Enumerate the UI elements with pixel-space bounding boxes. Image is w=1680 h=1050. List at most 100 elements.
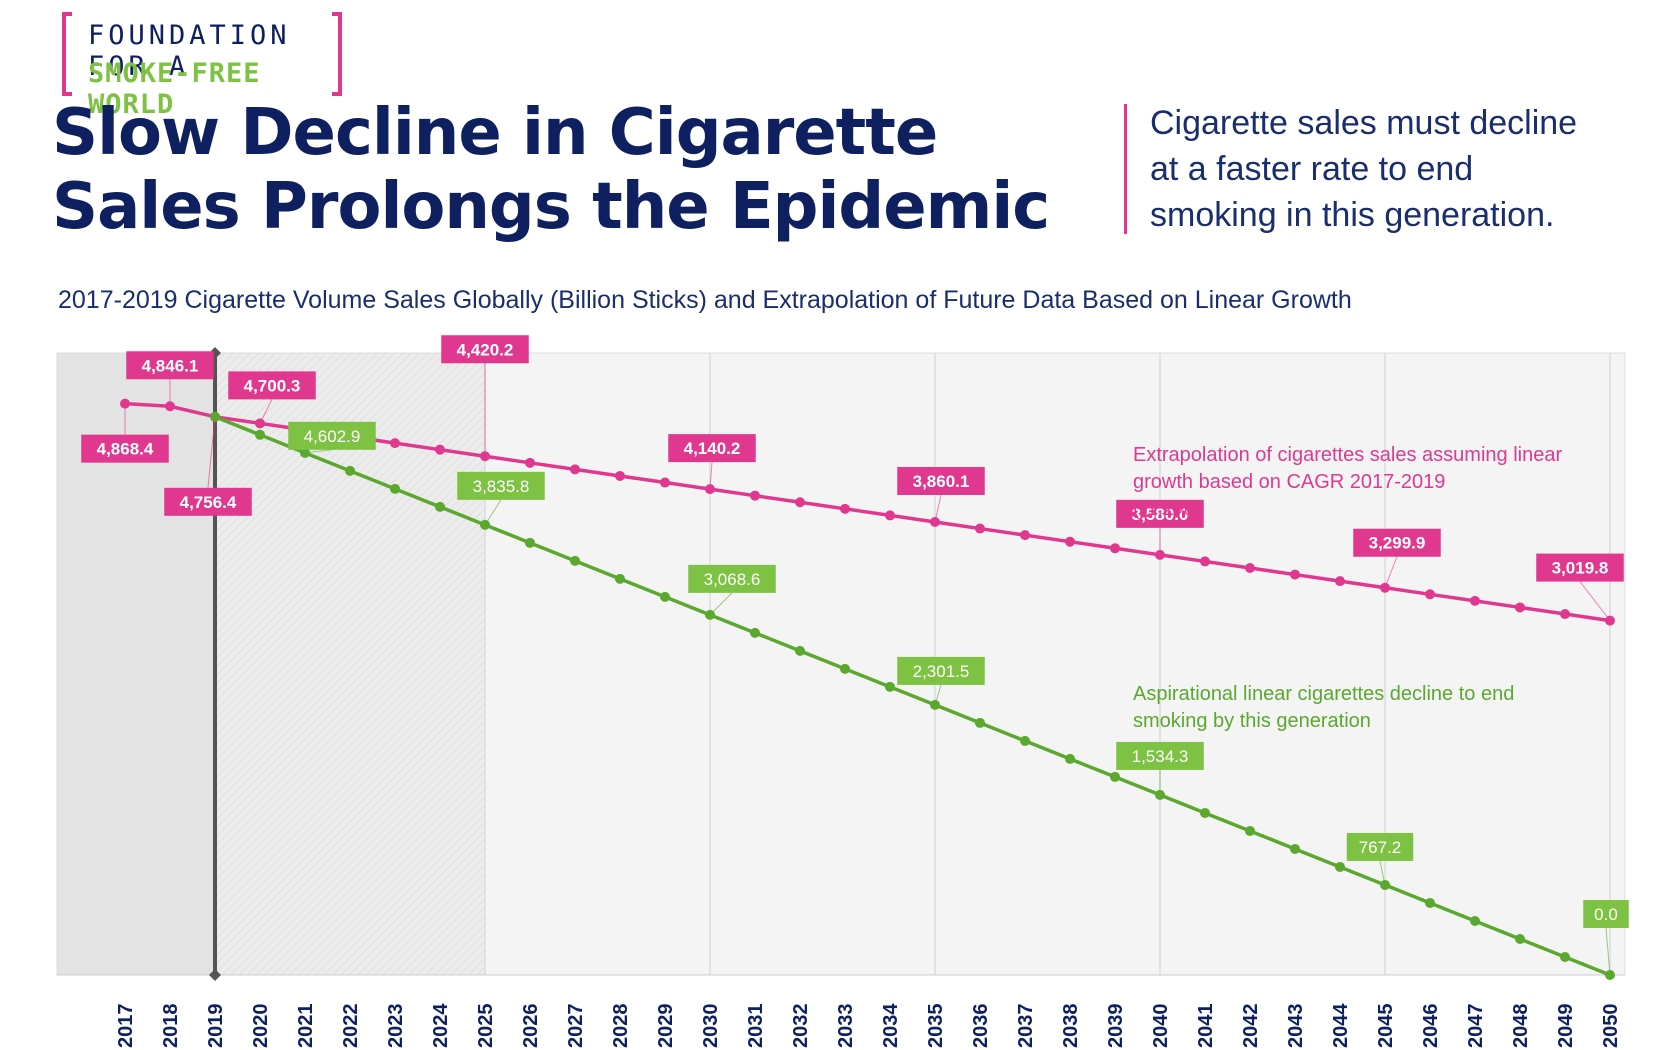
side-note: Cigarette sales must decline at a faster… [1150, 100, 1670, 238]
page-title-line1: Slow Decline in Cigarette [52, 96, 938, 170]
data-point-1-2036 [975, 717, 985, 728]
series-line-1 [214, 415, 1611, 977]
data-label-leader [709, 462, 713, 490]
data-point-1-2027 [570, 555, 580, 566]
x-tick-label: 2040 [1150, 1004, 1172, 1049]
x-tick-label: 2027 [565, 1004, 587, 1049]
brand-name-line1: FOUNDATION FOR A [88, 20, 291, 82]
data-point-1-2033 [840, 663, 850, 674]
data-label: 1,534.3 [1132, 747, 1189, 766]
x-tick-label: 2019 [205, 1004, 227, 1049]
data-label: 4,756.4 [180, 493, 237, 512]
series-annotation-line: smoking by this generation [1133, 710, 1371, 732]
data-label: 4,846.1 [142, 356, 199, 375]
data-point-1-2042 [1245, 825, 1255, 836]
x-tick-label: 2036 [970, 1004, 992, 1049]
brand-logo: FOUNDATION FOR A SMOKE-FREE WORLD [62, 12, 342, 120]
series-annotation-line: growth based on CAGR 2017-2019 [1133, 471, 1445, 493]
data-point-0-2029 [660, 477, 670, 488]
data-point-1-2031 [750, 627, 760, 638]
data-label-box [228, 371, 316, 400]
data-point-1-2047 [1470, 915, 1480, 926]
x-tick-label: 2048 [1510, 1004, 1532, 1049]
x-tick-label: 2017 [115, 1004, 137, 1049]
data-label-leader [1379, 860, 1386, 886]
data-label-leader [709, 592, 733, 616]
data-point-0-2028 [615, 470, 625, 481]
data-label-leader [1605, 927, 1611, 976]
data-point-0-2037 [1020, 530, 1030, 541]
data-label-box [688, 564, 776, 593]
data-label: 3,068.6 [704, 570, 761, 589]
x-tick-label: 2034 [880, 1003, 902, 1048]
data-point-0-2033 [840, 503, 850, 514]
brand-name-line2: SMOKE-FREE WORLD [88, 58, 261, 120]
side-note-divider [1124, 104, 1127, 234]
data-label: 4,602.9 [304, 427, 361, 446]
x-tick-label: 2032 [790, 1004, 812, 1049]
x-tick-label: 2037 [1015, 1004, 1037, 1049]
x-tick-label: 2039 [1105, 1004, 1127, 1049]
data-point-0-2047 [1470, 595, 1480, 606]
x-tick-label: 2038 [1060, 1004, 1082, 1049]
series-annotation-line: (-1.2%) [1133, 498, 1199, 520]
data-label: 3,860.1 [913, 472, 970, 491]
x-tick-label: 2018 [160, 1004, 182, 1049]
data-point-1-2028 [615, 573, 625, 584]
data-label-box [1346, 832, 1414, 861]
data-point-1-2038 [1065, 753, 1075, 764]
data-label-box [1116, 499, 1204, 528]
series-annotation: Extrapolation of cigarettes sales assumi… [1133, 444, 1562, 520]
data-label: 4,140.2 [684, 439, 741, 458]
data-point-1-2020 [255, 429, 265, 440]
data-label-box [1583, 900, 1629, 928]
x-tick-label: 2035 [925, 1004, 947, 1049]
logo-bracket-right [332, 12, 342, 96]
data-point-0-2023 [390, 438, 400, 449]
data-point-0-2046 [1425, 589, 1435, 600]
x-tick-label: 2024 [430, 1003, 452, 1048]
data-label-box [897, 656, 985, 685]
data-point-0-2044 [1335, 576, 1345, 587]
data-point-1-2022 [345, 465, 355, 476]
data-point-1-2029 [660, 591, 670, 602]
data-point-0-2039 [1110, 543, 1120, 554]
logo-bracket-left [62, 12, 72, 96]
x-tick-label: 2046 [1420, 1004, 1442, 1049]
data-point-0-2048 [1515, 602, 1525, 613]
x-tick-label: 2047 [1465, 1004, 1487, 1049]
x-tick-label: 2030 [700, 1004, 722, 1049]
page-title: Slow Decline in Cigarette Sales Prolongs… [52, 96, 1050, 244]
data-label-box [1116, 741, 1204, 770]
data-point-0-2024 [435, 444, 445, 455]
data-point-1-2026 [525, 537, 535, 548]
data-point-0-2036 [975, 523, 985, 534]
data-point-0-2038 [1065, 536, 1075, 547]
near-term-band [215, 353, 485, 975]
data-label: 4,420.2 [457, 340, 514, 359]
data-label-box [126, 351, 214, 380]
x-tick-label: 2026 [520, 1004, 542, 1049]
x-tick-label: 2021 [295, 1004, 317, 1049]
data-label: 4,700.3 [244, 376, 301, 395]
data-point-1-2037 [1020, 735, 1030, 746]
data-label: 3,019.8 [1552, 559, 1609, 578]
data-point-1-2032 [795, 645, 805, 656]
data-point-0-2031 [750, 490, 760, 501]
data-label-leader [934, 684, 942, 706]
data-label-box [164, 487, 252, 516]
data-label-leader [304, 449, 333, 454]
data-label-box [81, 434, 169, 463]
data-point-0-2042 [1245, 563, 1255, 574]
data-point-1-2041 [1200, 807, 1210, 818]
data-point-0-2026 [525, 457, 535, 468]
data-label-leader [1579, 581, 1611, 621]
x-tick-label: 2029 [655, 1004, 677, 1049]
series-annotation-line: Aspirational linear cigarettes decline t… [1133, 683, 1514, 705]
x-tick-label: 2049 [1555, 1004, 1577, 1049]
side-note-line1: Cigarette sales must decline [1150, 104, 1578, 142]
series-annotation: Aspirational linear cigarettes decline t… [1133, 683, 1514, 732]
series-annotation-line: Extrapolation of cigarettes sales assumi… [1133, 444, 1562, 466]
data-point-0-2041 [1200, 556, 1210, 567]
